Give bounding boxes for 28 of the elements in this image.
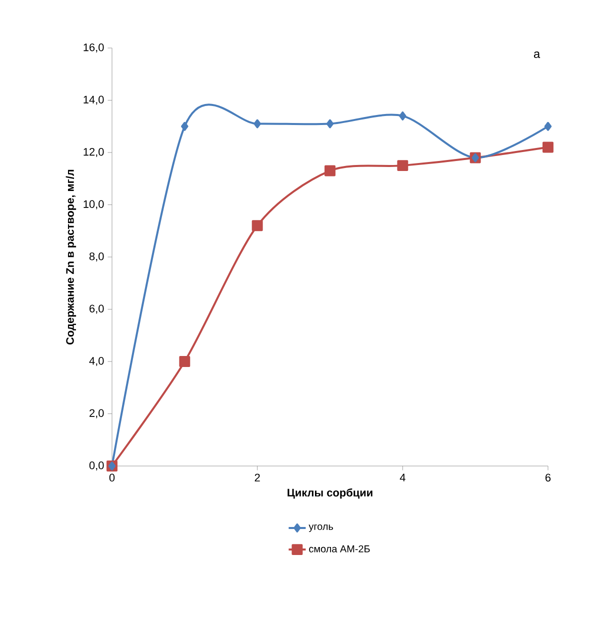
x-tick-label: 4 [400, 474, 406, 482]
y-tick-label: 12,0 [84, 148, 104, 158]
legend-label: уголь [308, 524, 334, 532]
y-tick-label: 0,0 [89, 461, 104, 471]
x-tick-label: 6 [546, 474, 551, 482]
point [397, 160, 408, 172]
x-tick-label: 0 [109, 474, 115, 482]
y-tick-label: 8,0 [89, 252, 104, 262]
annotation: а [534, 52, 540, 58]
y-tick-label: 2,0 [90, 409, 104, 418]
y-tick-label: 4,0 [89, 356, 104, 366]
y-tick-label: 10,0 [84, 200, 104, 210]
x-axis-title: Циклы сорбции [288, 488, 372, 499]
point [544, 122, 552, 131]
y-tick-label: 14,0 [84, 96, 104, 105]
y-tick-label: 16,0 [84, 43, 104, 53]
point [542, 142, 554, 153]
point [326, 119, 334, 128]
x-tick-label: 2 [254, 474, 260, 482]
point [181, 122, 188, 131]
point [252, 220, 263, 232]
point [179, 356, 190, 367]
y-axis-title: Содержание Zn в растворе, мг/л [66, 170, 76, 344]
point [254, 119, 261, 128]
y-tick-label: 6,0 [90, 304, 104, 314]
point [324, 165, 336, 176]
point [399, 111, 406, 120]
legend-label: смола АМ-2Б [309, 545, 370, 552]
